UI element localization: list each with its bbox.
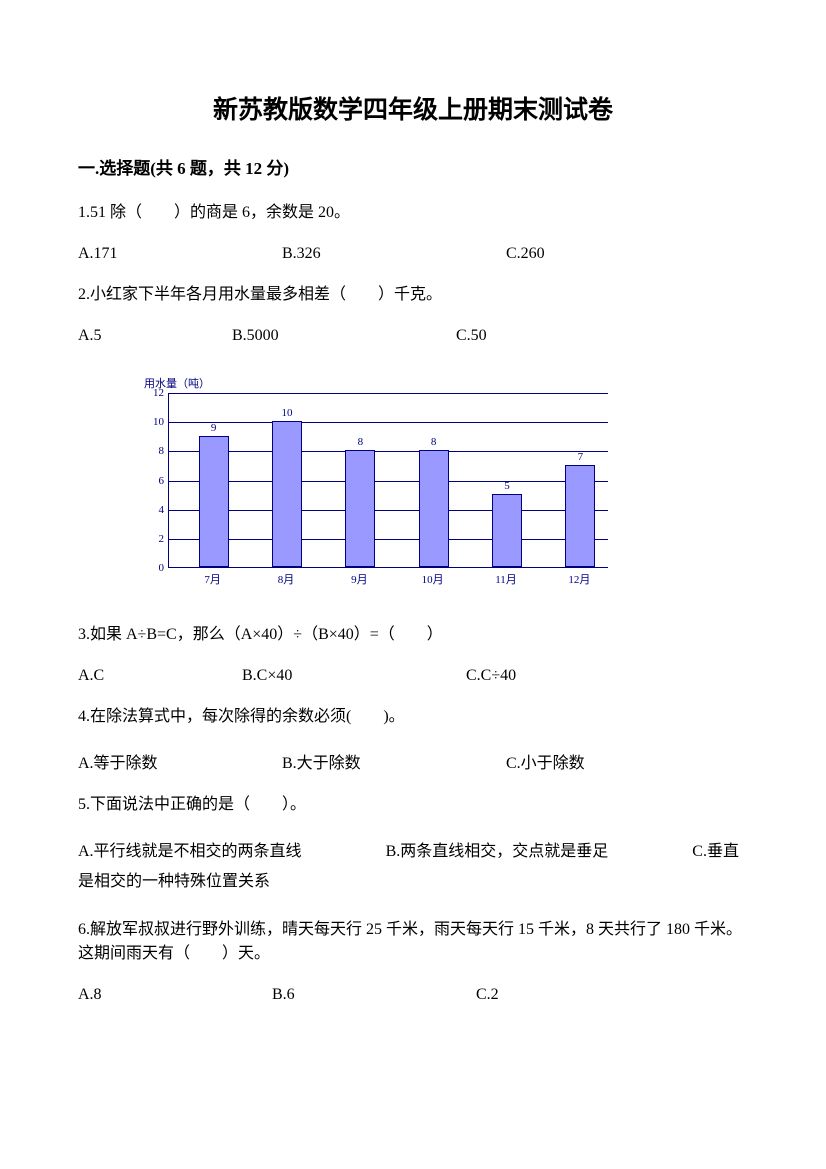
chart-ytick: 12 [138, 387, 164, 399]
question-4-options: A.等于除数 B.大于除数 C.小于除数 [78, 749, 748, 773]
question-3: 3.如果 A÷B=C，那么（A×40）÷（B×40）=（ ） [78, 623, 748, 647]
q6-opt-c: C.2 [476, 986, 499, 1004]
question-6-options: A.8 B.6 C.2 [78, 986, 748, 1004]
chart-ytick: 10 [138, 416, 164, 428]
chart-bar: 10 [272, 421, 302, 567]
chart-ytick: 0 [138, 562, 164, 574]
chart-bar-value: 8 [420, 436, 448, 448]
water-usage-chart: 用水量（吨） 02468101291088577月8月9月10月11月12月 [138, 375, 618, 593]
question-5: 5.下面说法中正确的是（ ）。 [78, 793, 748, 817]
chart-gridline [169, 451, 608, 452]
q5-opt-b: B.两条直线相交，交点就是垂足 [386, 843, 609, 860]
q2-opt-a: A.5 [78, 327, 228, 345]
question-4: 4.在除法算式中，每次除得的余数必须( )。 [78, 705, 748, 729]
q4-opt-b: B.大于除数 [282, 749, 502, 773]
chart-xtick: 9月 [351, 571, 368, 587]
q3-opt-c: C.C÷40 [466, 667, 516, 685]
q6-opt-b: B.6 [272, 986, 472, 1004]
chart-bar-value: 8 [346, 436, 374, 448]
question-1: 1.51 除（ ）的商是 6，余数是 20。 [78, 201, 748, 225]
chart-ytick: 8 [138, 445, 164, 457]
question-5-options: A.平行线就是不相交的两条直线 B.两条直线相交，交点就是垂足 C.垂直是相交的… [78, 837, 748, 898]
q1-opt-c: C.260 [506, 245, 545, 263]
chart-gridline [169, 422, 608, 423]
chart-xtick: 7月 [204, 571, 221, 587]
chart-bar: 5 [492, 494, 522, 567]
q4-opt-a: A.等于除数 [78, 749, 278, 773]
section-heading: 一.选择题(共 6 题，共 12 分) [78, 154, 748, 179]
chart-gridline [169, 539, 608, 540]
question-1-options: A.171 B.326 C.260 [78, 245, 748, 263]
question-2-options: A.5 B.5000 C.50 [78, 327, 748, 345]
q1-opt-b: B.326 [282, 245, 502, 263]
q2-opt-c: C.50 [456, 327, 487, 345]
chart-bar-value: 10 [273, 407, 301, 419]
q4-opt-c: C.小于除数 [506, 749, 585, 773]
chart-xtick: 12月 [568, 571, 590, 587]
chart-ylabel: 用水量（吨） [138, 375, 618, 391]
chart-bar-value: 5 [493, 480, 521, 492]
chart-bar: 8 [419, 450, 449, 567]
q3-opt-a: A.C [78, 667, 238, 685]
chart-bar: 7 [565, 465, 595, 567]
chart-gridline [169, 481, 608, 482]
chart-bar-value: 7 [566, 451, 594, 463]
chart-xtick: 8月 [278, 571, 295, 587]
chart-bar-value: 9 [200, 422, 228, 434]
chart-xtick: 11月 [495, 571, 517, 587]
q5-opt-a: A.平行线就是不相交的两条直线 [78, 843, 302, 860]
chart-gridline [169, 510, 608, 511]
chart-ytick: 2 [138, 533, 164, 545]
question-2: 2.小红家下半年各月用水量最多相差（ ）千克。 [78, 283, 748, 307]
chart-ytick: 6 [138, 475, 164, 487]
chart-bar: 9 [199, 436, 229, 567]
chart-xtick: 10月 [422, 571, 444, 587]
chart-bar: 8 [345, 450, 375, 567]
chart-gridline [169, 393, 608, 394]
q2-opt-b: B.5000 [232, 327, 452, 345]
question-3-options: A.C B.C×40 C.C÷40 [78, 667, 748, 685]
q3-opt-b: B.C×40 [242, 667, 462, 685]
page-title: 新苏教版数学四年级上册期末测试卷 [78, 90, 748, 126]
q1-opt-a: A.171 [78, 245, 278, 263]
chart-ytick: 4 [138, 504, 164, 516]
q6-opt-a: A.8 [78, 986, 268, 1004]
question-6: 6.解放军叔叔进行野外训练，晴天每天行 25 千米，雨天每天行 15 千米，8 … [78, 918, 748, 966]
chart-plot-area: 9108857 [168, 393, 608, 568]
